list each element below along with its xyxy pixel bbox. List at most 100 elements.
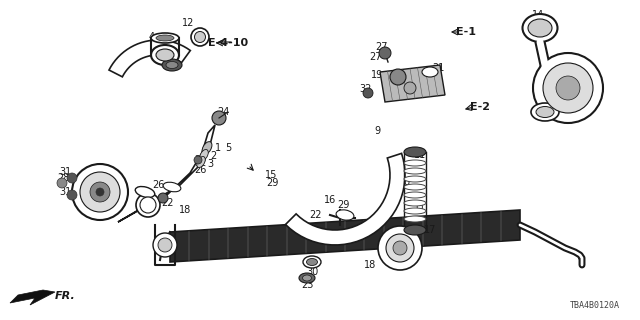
Ellipse shape (195, 31, 205, 43)
Circle shape (386, 234, 414, 262)
Text: 2: 2 (210, 151, 216, 161)
Ellipse shape (162, 59, 182, 71)
Text: 29: 29 (337, 200, 349, 210)
Text: 8: 8 (403, 177, 409, 187)
Circle shape (194, 156, 202, 164)
Text: 20: 20 (386, 75, 398, 85)
Text: 18: 18 (364, 260, 376, 270)
Text: 7: 7 (398, 228, 404, 238)
Ellipse shape (156, 35, 174, 41)
Ellipse shape (151, 45, 179, 65)
Text: 29: 29 (194, 155, 206, 165)
Ellipse shape (404, 184, 426, 190)
Text: 16: 16 (324, 195, 336, 205)
Ellipse shape (151, 33, 179, 43)
Text: E-2: E-2 (470, 102, 490, 112)
Text: 26: 26 (194, 165, 206, 175)
Ellipse shape (404, 176, 426, 182)
Circle shape (158, 238, 172, 252)
Text: FR.: FR. (55, 291, 76, 301)
Text: 11: 11 (414, 204, 426, 214)
Circle shape (67, 173, 77, 183)
Text: 31: 31 (59, 187, 71, 197)
Text: 13: 13 (542, 105, 554, 115)
Text: 6: 6 (72, 178, 78, 188)
Text: 15: 15 (265, 170, 277, 180)
Ellipse shape (191, 28, 209, 46)
Text: 27: 27 (370, 52, 382, 62)
Ellipse shape (531, 103, 559, 121)
Ellipse shape (156, 49, 174, 61)
Ellipse shape (404, 208, 426, 214)
Circle shape (404, 82, 416, 94)
Ellipse shape (536, 107, 554, 117)
Ellipse shape (404, 168, 426, 174)
Text: 10: 10 (571, 87, 583, 97)
Ellipse shape (303, 256, 321, 268)
Text: 23: 23 (301, 280, 313, 290)
Text: 25: 25 (424, 69, 436, 79)
Text: 3: 3 (207, 159, 213, 169)
Ellipse shape (404, 192, 426, 198)
Ellipse shape (404, 216, 426, 222)
Polygon shape (285, 153, 405, 245)
Text: 5: 5 (225, 143, 231, 153)
Text: E-4-10: E-4-10 (208, 38, 248, 48)
Circle shape (153, 233, 177, 257)
Text: 24: 24 (217, 107, 229, 117)
Text: 21: 21 (432, 63, 444, 73)
Circle shape (556, 76, 580, 100)
Ellipse shape (140, 197, 156, 213)
Circle shape (363, 88, 373, 98)
Polygon shape (118, 125, 215, 222)
Circle shape (390, 69, 406, 85)
Circle shape (67, 190, 77, 200)
Ellipse shape (303, 275, 312, 281)
Circle shape (379, 47, 391, 59)
Circle shape (378, 226, 422, 270)
Ellipse shape (336, 210, 354, 220)
Ellipse shape (200, 149, 208, 161)
Ellipse shape (404, 200, 426, 206)
Circle shape (543, 63, 593, 113)
Text: 17: 17 (424, 225, 436, 235)
Circle shape (57, 178, 67, 188)
Ellipse shape (196, 156, 205, 167)
Polygon shape (170, 210, 520, 262)
Text: 31: 31 (59, 167, 71, 177)
Text: E-1: E-1 (456, 27, 476, 37)
Ellipse shape (522, 14, 557, 42)
Ellipse shape (135, 187, 155, 197)
Ellipse shape (136, 193, 160, 217)
Text: 26: 26 (152, 180, 164, 190)
Ellipse shape (163, 182, 181, 192)
Text: 19: 19 (371, 70, 383, 80)
Text: 9: 9 (374, 126, 380, 136)
Ellipse shape (422, 67, 438, 77)
Text: 11: 11 (414, 150, 426, 160)
Circle shape (158, 193, 168, 203)
Circle shape (96, 188, 104, 196)
Ellipse shape (166, 61, 178, 68)
Ellipse shape (404, 147, 426, 157)
Text: 1: 1 (215, 143, 221, 153)
Ellipse shape (404, 160, 426, 166)
Circle shape (80, 172, 120, 212)
Text: 18: 18 (179, 205, 191, 215)
Text: 32: 32 (360, 84, 372, 94)
Text: 28: 28 (57, 173, 69, 183)
Circle shape (90, 182, 110, 202)
Ellipse shape (307, 259, 317, 266)
Ellipse shape (202, 142, 212, 154)
Text: 12: 12 (182, 18, 194, 28)
Text: 22: 22 (308, 210, 321, 220)
Circle shape (533, 53, 603, 123)
Circle shape (393, 241, 407, 255)
Polygon shape (380, 65, 445, 102)
Text: 30: 30 (306, 267, 318, 277)
Text: 4: 4 (149, 32, 155, 42)
Text: 27: 27 (375, 42, 387, 52)
Polygon shape (109, 40, 190, 77)
Text: 22: 22 (161, 198, 173, 208)
Circle shape (212, 111, 226, 125)
